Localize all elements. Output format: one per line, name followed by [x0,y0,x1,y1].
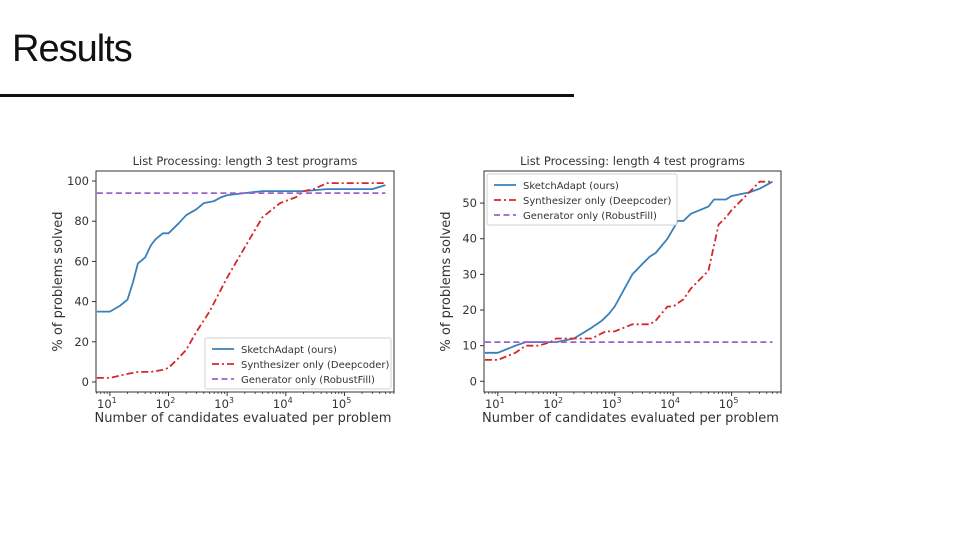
y-tick-label: 0 [82,375,89,389]
x-tick-label: 105 [332,396,352,411]
chart-2: List Processing: length 4 test programs 0… [439,154,782,426]
y-tick-label: 0 [470,374,477,388]
y-tick-label: 60 [74,254,89,268]
x-tick-label: 102 [543,396,563,411]
chart-title: List Processing: length 4 test programs [520,154,745,168]
chart-1: List Processing: length 3 test programs 0… [51,154,395,426]
legend-box [204,337,392,390]
legend-label: SketchAdapt (ours) [523,181,619,192]
chart-title: List Processing: length 3 test programs [133,154,358,168]
legend-label: SketchAdapt (ours) [241,345,337,356]
x-tick-label: 104 [273,396,293,411]
x-tick-label: 103 [602,396,622,411]
y-tick-label: 20 [74,335,89,349]
plot-area [96,182,386,379]
y-axis-label: % of problems solved [439,211,454,351]
y-axis-label: % of problems solved [51,211,66,351]
legend-box [486,173,678,226]
x-axis-label: Number of candidates evaluated per probl… [482,411,779,426]
y-tick-label: 30 [462,267,477,281]
y-tick-label: 20 [462,303,477,317]
legend-label: Generator only (RobustFill) [241,375,375,386]
y-tick-label: 10 [462,339,477,353]
y-tick-label: 50 [462,196,477,210]
legend-label: Generator only (RobustFill) [523,211,657,222]
series-line-sketchadapt [484,180,773,354]
x-tick-label: 103 [214,396,234,411]
legend-label: Synthesizer only (Deepcoder) [241,360,390,371]
x-tick-label: 101 [97,396,117,411]
x-tick-label: 102 [156,396,176,411]
legend-label: Synthesizer only (Deepcoder) [523,196,672,207]
y-tick-label: 100 [67,174,89,188]
legend: SketchAdapt (ours) Synthesizer only (Deep… [204,337,392,390]
x-axis-label: Number of candidates evaluated per probl… [95,411,392,426]
x-tick-label: 105 [719,396,739,411]
title-divider [0,94,574,97]
series-line-synthesizer [96,182,386,379]
y-tick-label: 40 [74,295,89,309]
plot-area [484,180,773,361]
x-tick-label: 101 [485,396,505,411]
y-tick-label: 80 [74,214,89,228]
legend: SketchAdapt (ours) Synthesizer only (Deep… [486,173,678,226]
y-tick-label: 40 [462,232,477,246]
x-tick-label: 104 [660,396,680,411]
slide-title: Results [12,28,133,70]
series-line-sketchadapt [96,184,386,313]
